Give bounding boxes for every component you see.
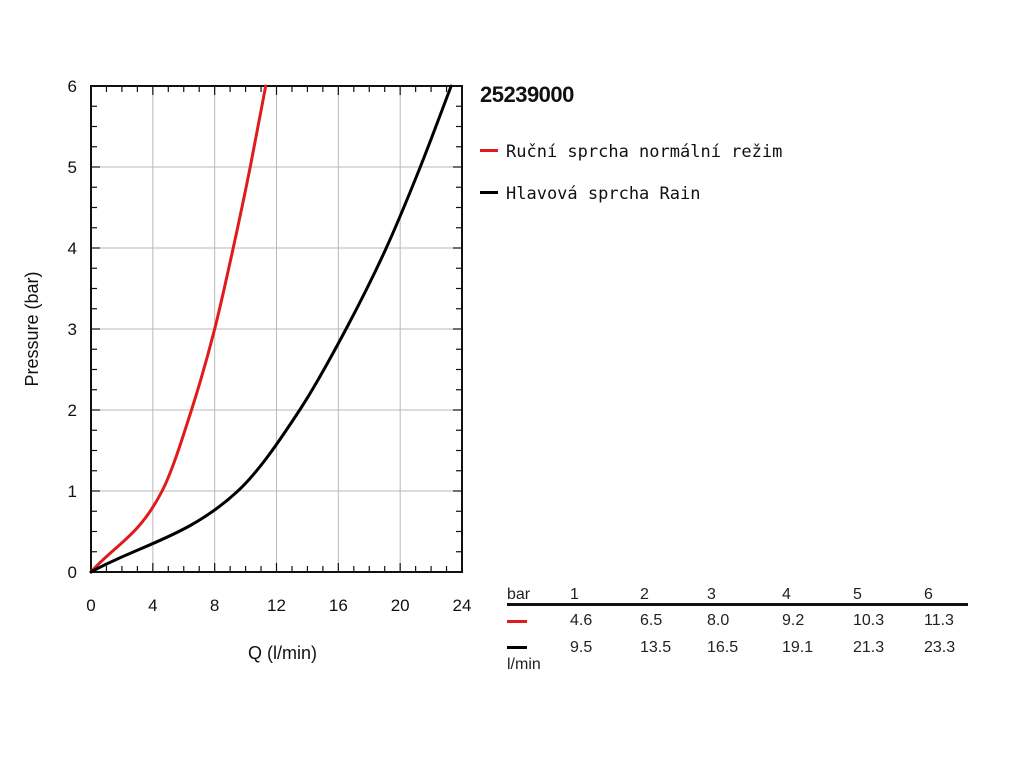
table-cell: 4.6 — [570, 612, 593, 629]
series-line-1 — [89, 84, 268, 574]
x-tick-label: 8 — [210, 596, 219, 615]
y-axis-title: Pressure (bar) — [22, 271, 42, 386]
legend-label: Hlavová sprcha Rain — [506, 184, 701, 204]
x-tick-label: 0 — [86, 596, 95, 615]
x-tick-label: 20 — [391, 596, 410, 615]
x-axis-title: Q (l/min) — [248, 643, 317, 663]
table-cell: 19.1 — [782, 639, 814, 656]
table-cell: 6.5 — [640, 612, 663, 629]
table-header-cell: 1 — [570, 586, 579, 603]
x-tick-label: 24 — [453, 596, 472, 615]
plot-frame — [90, 85, 463, 573]
table-header-cell: 5 — [853, 586, 862, 603]
table-flow-label: l/min — [507, 656, 541, 673]
y-tick-label: 3 — [68, 320, 77, 339]
table-header-cell: 4 — [782, 586, 791, 603]
table-cell: 23.3 — [924, 639, 956, 656]
legend-swatch-black — [480, 190, 498, 194]
legend-swatch-red — [480, 148, 498, 152]
table-divider — [507, 603, 968, 606]
table-cell: 21.3 — [853, 639, 885, 656]
table-header-cell: 2 — [640, 586, 649, 603]
table-cell: 9.5 — [570, 639, 593, 656]
table-header-cell: 6 — [924, 586, 933, 603]
y-tick-label: 6 — [68, 77, 77, 96]
legend-item-head-shower: Hlavová sprcha Rain — [480, 184, 700, 204]
legend-label: Ruční sprcha normální režim — [506, 142, 783, 162]
table-pressure-label: bar — [507, 586, 531, 603]
y-tick-label: 4 — [68, 239, 77, 258]
y-tick-label: 1 — [68, 482, 77, 501]
x-tick-label: 12 — [267, 596, 286, 615]
table-row-swatch-red — [507, 620, 527, 623]
product-title: 25239000 — [480, 82, 574, 107]
table-header-cell: 3 — [707, 586, 716, 603]
table-cell: 10.3 — [853, 612, 885, 629]
y-tick-label: 5 — [68, 158, 77, 177]
table-cell: 13.5 — [640, 639, 672, 656]
x-tick-label: 4 — [148, 596, 157, 615]
table-cell: 11.3 — [924, 612, 954, 629]
series-line-2 — [89, 84, 453, 574]
table-row-swatch-black — [507, 646, 527, 649]
legend-item-hand-shower: Ruční sprcha normální režim — [480, 142, 782, 162]
y-tick-label: 0 — [68, 563, 77, 582]
x-tick-label: 16 — [329, 596, 348, 615]
table-cell: 16.5 — [707, 639, 739, 656]
table-cell: 8.0 — [707, 612, 730, 629]
table-cell: 9.2 — [782, 612, 805, 629]
y-tick-label: 2 — [68, 401, 77, 420]
